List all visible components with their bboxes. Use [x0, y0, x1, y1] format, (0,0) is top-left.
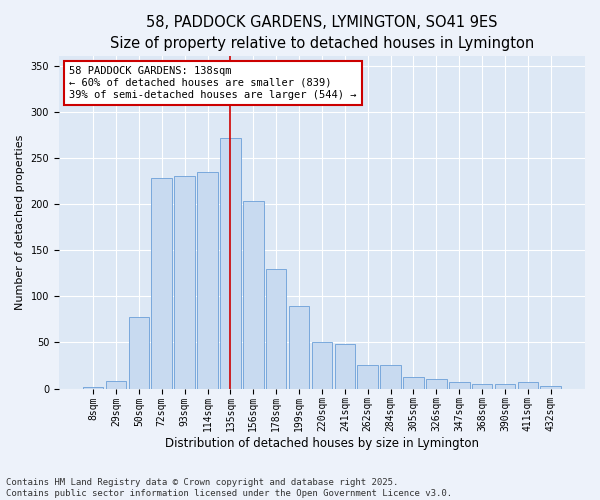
Bar	[311, 342, 332, 388]
Bar	[151, 178, 172, 388]
Bar	[289, 306, 310, 388]
Bar	[472, 384, 493, 388]
Bar	[518, 382, 538, 388]
Bar	[197, 172, 218, 388]
Bar	[541, 386, 561, 388]
Bar	[243, 201, 263, 388]
Bar	[106, 381, 126, 388]
Bar	[495, 384, 515, 388]
Bar	[403, 378, 424, 388]
Bar	[426, 380, 446, 388]
Y-axis label: Number of detached properties: Number of detached properties	[15, 135, 25, 310]
Bar	[128, 316, 149, 388]
Bar	[358, 366, 378, 388]
X-axis label: Distribution of detached houses by size in Lymington: Distribution of detached houses by size …	[165, 437, 479, 450]
Bar	[175, 176, 195, 388]
Bar	[266, 268, 286, 388]
Title: 58, PADDOCK GARDENS, LYMINGTON, SO41 9ES
Size of property relative to detached h: 58, PADDOCK GARDENS, LYMINGTON, SO41 9ES…	[110, 15, 534, 51]
Bar	[220, 138, 241, 388]
Bar	[83, 386, 103, 388]
Bar	[335, 344, 355, 389]
Bar	[380, 366, 401, 388]
Bar	[449, 382, 470, 388]
Text: 58 PADDOCK GARDENS: 138sqm
← 60% of detached houses are smaller (839)
39% of sem: 58 PADDOCK GARDENS: 138sqm ← 60% of deta…	[70, 66, 357, 100]
Text: Contains HM Land Registry data © Crown copyright and database right 2025.
Contai: Contains HM Land Registry data © Crown c…	[6, 478, 452, 498]
